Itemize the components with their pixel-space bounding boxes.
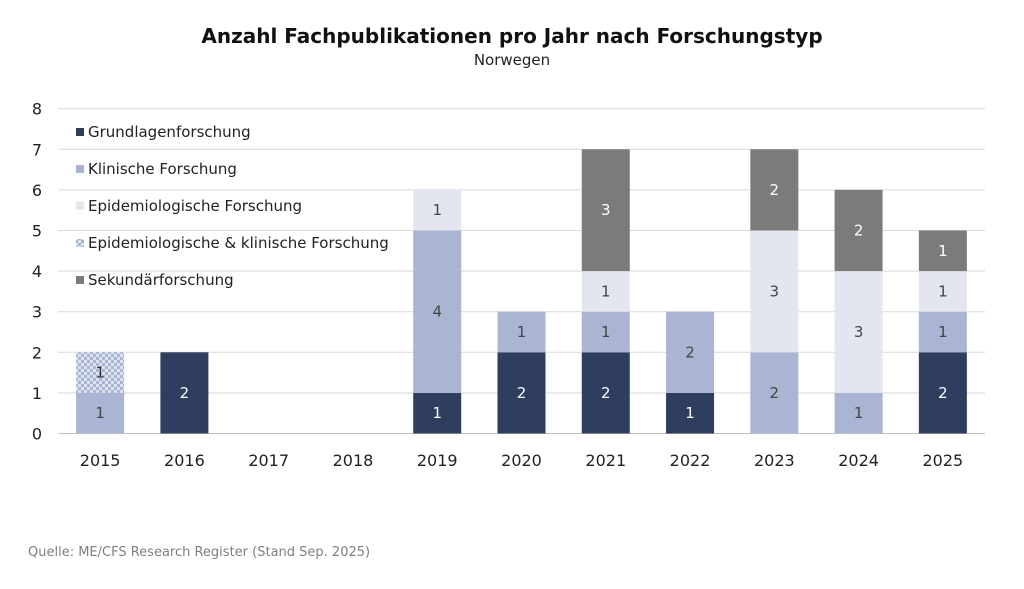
x-tick-label: 2016	[164, 451, 205, 470]
x-tick-label: 2018	[333, 451, 374, 470]
legend-item: Epidemiologische & klinische Forschung	[88, 234, 389, 252]
bar-segment	[160, 352, 209, 434]
bar-segment	[666, 392, 715, 434]
bar-segment	[497, 352, 546, 434]
x-tick-label: 2023	[754, 451, 795, 470]
y-tick-label: 3	[32, 303, 42, 322]
data-label: 2	[938, 384, 948, 402]
data-label: 3	[601, 201, 611, 219]
data-label: 1	[938, 282, 948, 300]
bar-segment	[413, 189, 462, 231]
bar-segment	[834, 189, 883, 272]
data-label: 1	[432, 201, 442, 219]
data-label: 2	[517, 384, 527, 402]
data-label: 1	[95, 364, 105, 382]
data-label: 2	[854, 222, 864, 240]
data-label: 1	[601, 282, 611, 300]
legend-swatch	[76, 202, 84, 210]
bar-segment	[413, 230, 462, 393]
chart-subtitle: Norwegen	[473, 51, 551, 69]
data-label: 1	[432, 404, 442, 422]
legend-swatch	[76, 128, 84, 136]
x-tick-label: 2017	[248, 451, 289, 470]
y-tick-label: 8	[32, 100, 42, 119]
data-label: 1	[854, 404, 864, 422]
data-label: 2	[770, 384, 780, 402]
bar-segment	[497, 311, 546, 353]
data-label: 1	[685, 404, 695, 422]
data-label: 3	[770, 282, 780, 300]
bar-segment	[581, 271, 630, 312]
y-tick-label: 5	[32, 222, 42, 241]
bar-segment	[918, 352, 967, 434]
y-tick-label: 4	[32, 262, 42, 281]
y-tick-label: 6	[32, 181, 42, 200]
bar-segment	[76, 392, 125, 434]
bar-segment	[750, 149, 799, 231]
y-tick-label: 2	[32, 343, 42, 362]
x-tick-label: 2020	[501, 451, 542, 470]
bar-segment	[750, 352, 799, 434]
data-label: 4	[432, 303, 442, 321]
data-label: 1	[601, 323, 611, 341]
bar-segment	[666, 311, 715, 393]
y-tick-label: 0	[32, 425, 42, 444]
chart-title: Anzahl Fachpublikationen pro Jahr nach F…	[201, 24, 823, 48]
legend-swatch	[76, 165, 84, 173]
x-tick-label: 2022	[670, 451, 711, 470]
legend-swatch	[76, 276, 84, 284]
legend-swatch	[76, 239, 84, 247]
x-tick-label: 2015	[80, 451, 121, 470]
source-note: Quelle: ME/CFS Research Register (Stand …	[28, 545, 371, 560]
bar-segment	[581, 352, 630, 434]
x-tick-label: 2024	[838, 451, 879, 470]
data-label: 1	[95, 404, 105, 422]
data-label: 2	[685, 343, 695, 361]
bar-segment	[834, 271, 883, 393]
data-label: 2	[180, 384, 190, 402]
bar-segment	[76, 352, 125, 393]
y-tick-label: 7	[32, 140, 42, 159]
data-label: 2	[601, 384, 611, 402]
bar-segment	[581, 311, 630, 353]
legend-item: Klinische Forschung	[88, 160, 237, 178]
bar-segment	[918, 311, 967, 353]
bar-segment	[581, 149, 630, 272]
legend-item: Sekundärforschung	[88, 271, 234, 289]
data-label: 1	[938, 323, 948, 341]
bar-segment	[750, 230, 799, 353]
legend-item: Epidemiologische Forschung	[88, 197, 302, 215]
data-label: 1	[938, 242, 948, 260]
x-tick-label: 2025	[923, 451, 964, 470]
data-label: 1	[517, 323, 527, 341]
bar-segment	[413, 392, 462, 434]
x-tick-label: 2019	[417, 451, 458, 470]
data-label: 2	[770, 181, 780, 199]
bar-segment	[918, 271, 967, 312]
legend-item: Grundlagenforschung	[88, 123, 251, 141]
data-label: 3	[854, 323, 864, 341]
y-tick-label: 1	[32, 384, 42, 403]
x-tick-label: 2021	[585, 451, 626, 470]
bar-segment	[834, 392, 883, 434]
bar-segment	[918, 230, 967, 272]
